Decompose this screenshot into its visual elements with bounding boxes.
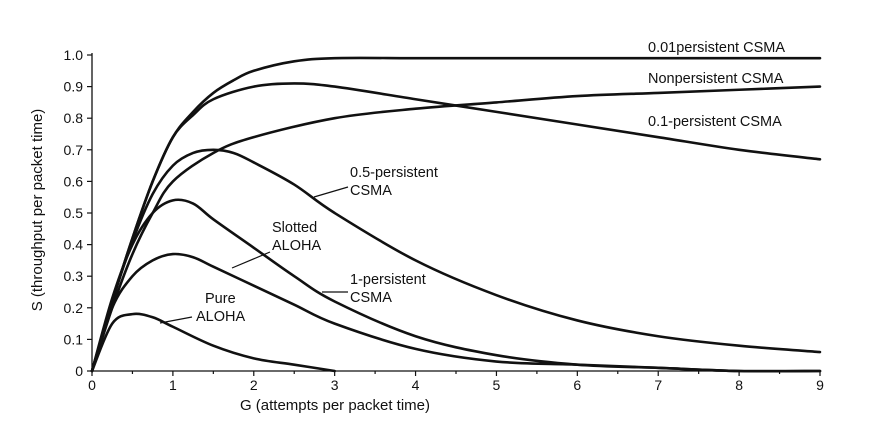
curve-nonpersistent-csma [90,85,822,373]
y-tick-label: 0.3 [64,268,84,284]
y-tick-label: 0.1 [64,331,84,347]
x-tick-label: 8 [735,377,743,393]
curve-0-1-persistent-csma [90,82,822,373]
x-tick-label: 5 [493,377,501,393]
y-tick-label: 0.2 [64,300,84,316]
curve-0-5-persistent-csma [90,148,822,373]
y-tick-label: 0.8 [64,110,84,126]
x-tick-label: 6 [573,377,581,393]
x-tick-label: 0 [88,377,96,393]
x-tick-label: 7 [654,377,662,393]
y-tick-label: 0 [75,363,83,379]
y-tick-label: 0.7 [64,142,84,158]
curve-pure-aloha [90,312,336,373]
label-1-persistent-line2: CSMA [350,290,392,306]
x-tick-label: 4 [412,377,420,393]
y-axis-label: S (throughput per packet time) [29,109,46,312]
x-tick-label: 9 [816,377,824,393]
x-tick-label: 2 [250,377,258,393]
x-axis-label: G (attempts per packet time) [240,397,430,414]
label-001-persistent-csma: 0.01persistent CSMA [648,40,785,56]
label-1-persistent-line1: 1-persistent [350,272,426,288]
label-pure-aloha-line1: Pure [205,291,236,307]
label-nonpersistent-csma: Nonpersistent CSMA [648,71,784,87]
x-tick-label: 1 [169,377,177,393]
x-tick-label: 3 [331,377,339,393]
label-05-persistent-line1: 0.5-persistent [350,165,438,181]
label-01-persistent-csma: 0.1-persistent CSMA [648,114,782,130]
y-tick-label: 0.9 [64,79,84,95]
y-tick-label: 0.6 [64,173,84,189]
label-pure-aloha-line2: ALOHA [196,309,245,325]
leader-pure-aloha [159,316,193,324]
label-slotted-aloha-line2: ALOHA [272,238,321,254]
curves [90,56,822,373]
y-tick-label: 0.4 [64,237,84,253]
curve-1-persistent-csma [90,198,822,373]
leader-slotted-aloha [231,251,271,269]
label-05-persistent-line2: CSMA [350,183,392,199]
leader-05-persistent [313,186,349,198]
y-tick-label: 0.5 [64,205,84,221]
label-slotted-aloha-line1: Slotted [272,220,317,236]
y-tick-label: 1.0 [64,47,84,63]
axes: 0 1 2 3 4 5 6 7 8 9 0 0.1 0.2 0.3 0.4 0.5 0.6 0.7 0.8 0.9 1.… [64,47,825,393]
curve-slotted-aloha [90,252,822,373]
